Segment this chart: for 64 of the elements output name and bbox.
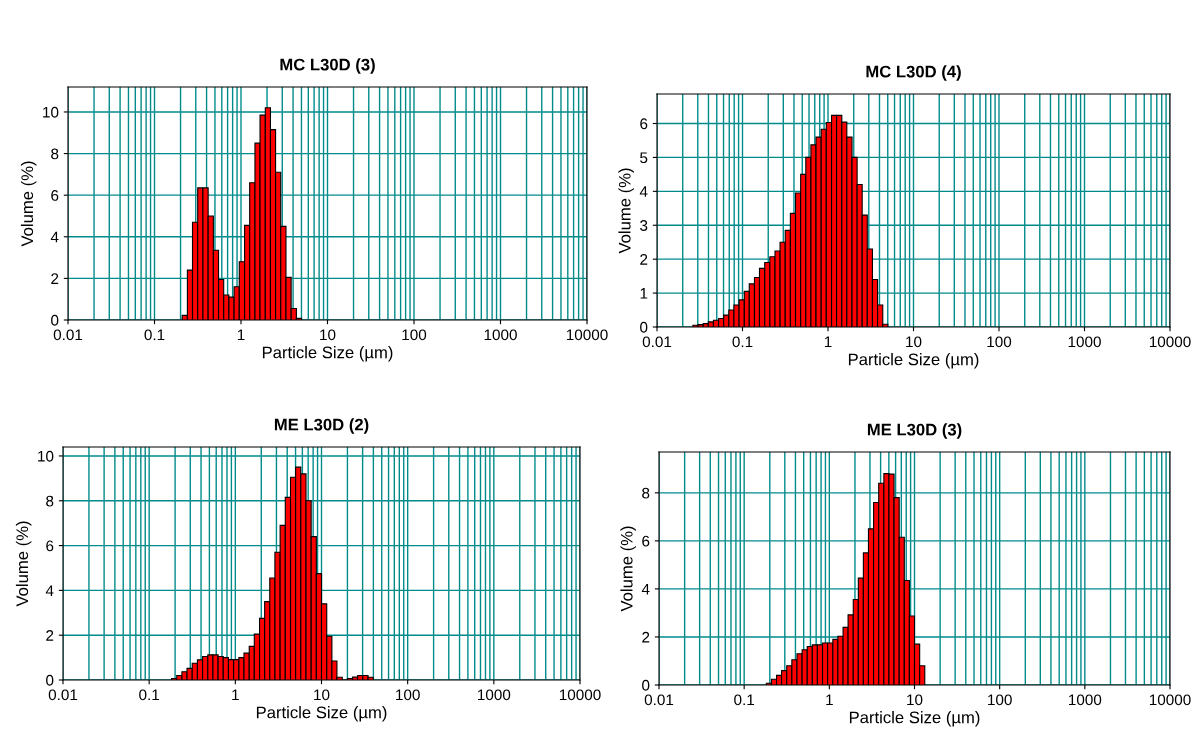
chart-title: MC L30D (3) (280, 58, 375, 74)
x-tick-label: 0.01 (53, 329, 83, 341)
y-tick-label: 2 (640, 254, 648, 265)
y-tick-label: 5 (640, 152, 648, 164)
y-tick-label: 6 (640, 118, 648, 130)
y-axis-title: Volume (%) (618, 168, 634, 254)
x-tick-label: 0.01 (48, 689, 78, 701)
x-tick-label: 10000 (559, 689, 601, 701)
x-axis-title: Particle Size (µm) (256, 706, 387, 722)
y-tick-label: 0 (642, 679, 650, 691)
y-tick-label: 6 (46, 540, 54, 552)
y-tick-label: 1 (640, 288, 648, 299)
y-tick-label: 2 (51, 273, 59, 284)
x-tick-label: 100 (988, 694, 1012, 706)
y-tick-label: 4 (639, 186, 648, 197)
y-axis-title: Volume (%) (20, 161, 37, 247)
y-axis-title: Volume (%) (15, 521, 32, 607)
x-tick-label: 1000 (1069, 694, 1102, 706)
y-tick-label: 4 (641, 583, 650, 595)
x-axis-title: Particle Size (µm) (262, 346, 393, 362)
y-tick-label: 8 (51, 148, 59, 160)
y-tick-label: 2 (642, 631, 650, 643)
x-tick-label: 100 (402, 329, 427, 341)
y-tick-label: 0 (51, 314, 59, 326)
x-tick-label: 1000 (484, 329, 517, 341)
x-axis-title: Particle Size (µm) (848, 353, 979, 369)
x-tick-label: 0.01 (642, 336, 672, 348)
y-tick-label: 2 (46, 630, 54, 641)
x-tick-label: 10000 (1149, 336, 1191, 348)
x-tick-label: 1000 (1068, 336, 1101, 348)
y-tick-label: 0 (640, 321, 648, 333)
chart-title: ME L30D (2) (274, 418, 369, 434)
x-tick-label: 0.1 (732, 336, 753, 348)
x-tick-label: 1 (232, 689, 239, 701)
x-tick-label: 10 (314, 689, 330, 701)
x-tick-label: 1 (826, 694, 833, 706)
y-tick-label: 4 (45, 585, 54, 596)
x-tick-label: 100 (396, 689, 420, 701)
x-tick-label: 0.01 (644, 694, 674, 706)
x-tick-label: 10 (907, 694, 923, 706)
x-tick-label: 0.1 (734, 694, 755, 706)
y-tick-label: 10 (38, 450, 54, 462)
x-tick-label: 1 (237, 329, 245, 341)
y-tick-label: 6 (51, 190, 59, 201)
y-tick-label: 3 (640, 220, 648, 231)
y-tick-label: 8 (642, 487, 650, 499)
chart-title: ME L30D (3) (867, 423, 962, 439)
x-tick-label: 0.1 (139, 689, 160, 701)
x-axis-title: Particle Size (µm) (849, 711, 980, 727)
x-tick-label: 0.1 (144, 329, 165, 341)
x-tick-label: 10 (320, 329, 336, 341)
x-tick-label: 10 (906, 336, 922, 348)
y-tick-label: 4 (50, 231, 59, 243)
y-axis-title: Volume (%) (620, 526, 636, 612)
x-tick-label: 1 (824, 336, 832, 348)
x-tick-label: 100 (987, 336, 1012, 348)
y-tick-label: 0 (46, 674, 54, 686)
x-tick-label: 10000 (566, 329, 608, 341)
x-tick-label: 10000 (1149, 694, 1191, 706)
y-tick-label: 10 (43, 106, 59, 118)
chart-title: MC L30D (4) (866, 65, 961, 81)
y-tick-label: 8 (46, 495, 54, 507)
x-tick-label: 1000 (478, 689, 511, 701)
y-tick-label: 6 (642, 535, 650, 547)
